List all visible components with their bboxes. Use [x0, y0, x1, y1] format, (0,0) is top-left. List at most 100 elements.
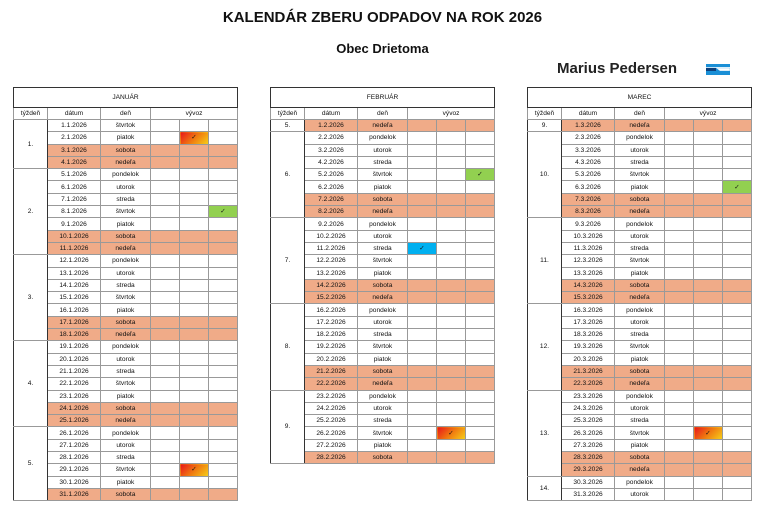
brand-logo-icon [706, 64, 730, 75]
page-title: KALENDÁR ZBERU ODPADOV NA ROK 2026 [222, 9, 543, 26]
date-cell: 25.2.2026 [304, 414, 358, 428]
pickup-cell [150, 389, 180, 403]
pickup-cell [207, 254, 239, 268]
week-number: 13. [527, 389, 562, 477]
table-row: 20.1.2026 utorok [14, 352, 239, 366]
table-row: 24.1.2026 sobota [14, 401, 239, 416]
pickup-cell [407, 217, 437, 231]
table-row: 19.2.2026 štvrtok [271, 340, 496, 354]
pickup-cell [664, 426, 694, 440]
date-cell: 4.3.2026 [561, 155, 615, 170]
pickup-cell [693, 303, 723, 317]
table-row: 25.2.2026 streda [271, 414, 496, 428]
week-number: 7. [270, 217, 305, 305]
pickup-cell [150, 487, 180, 502]
table-row: 28.1.2026 streda [14, 451, 239, 465]
day-name-cell: štvrtok [100, 205, 151, 219]
pickup-cell [150, 315, 180, 330]
table-row: 14.3.2026 sobota [528, 278, 753, 293]
month-table-1: FEBRUÁR týždeň dátum deň vývoz 5. 1.2.2026 ned… [269, 87, 496, 465]
pickup-cell [179, 328, 209, 342]
pickup-cell [436, 266, 466, 280]
pickup-cell [693, 254, 723, 268]
pickup-cell [436, 168, 466, 182]
pickup-cell [179, 229, 209, 243]
pickup-cell [207, 364, 239, 379]
pickup-cell [464, 241, 496, 256]
day-name-cell: utorok [100, 266, 151, 280]
pickup-cell [721, 475, 753, 489]
date-cell: 10.3.2026 [561, 229, 615, 243]
pickup-cell [179, 180, 209, 194]
pickup-cell [721, 217, 753, 231]
date-cell: 29.3.2026 [561, 463, 615, 477]
pickup-cell [664, 118, 694, 133]
day-name-cell: sobota [100, 143, 151, 157]
table-row: 27.2.2026 piatok [271, 438, 496, 453]
table-row: 13. 23.3.2026 pondelok [527, 389, 753, 477]
day-name-cell: piatok [357, 180, 408, 194]
pickup-cell [436, 389, 466, 403]
date-cell: 21.2.2026 [304, 364, 358, 379]
pickup-cell [207, 414, 239, 428]
pickup-cell [464, 143, 496, 157]
week-number: 8. [270, 303, 305, 391]
date-cell: 26.2.2026 [304, 426, 358, 440]
pickup-cell [179, 451, 209, 465]
pickup-cell [436, 315, 466, 330]
table-row: 21.1.2026 streda [14, 364, 239, 379]
table-row: 18.3.2026 streda [528, 328, 753, 342]
pickup-cell [721, 438, 753, 453]
date-cell: 20.2.2026 [304, 352, 358, 366]
table-row: 23.1.2026 piatok [14, 389, 239, 403]
pickup-cell [407, 266, 437, 280]
day-name-cell: sobota [100, 315, 151, 330]
month-name: MAREC [526, 87, 753, 108]
day-name-cell: štvrtok [614, 168, 665, 182]
pickup-cell [693, 340, 723, 354]
pickup-cell [407, 155, 437, 170]
table-row: 12.3.2026 štvrtok [528, 254, 753, 268]
week-number: 12. [527, 303, 562, 391]
date-cell: 14.1.2026 [47, 278, 101, 293]
pickup-cell [464, 426, 496, 440]
pickup-cell [436, 328, 466, 342]
pickup-cell [179, 438, 209, 453]
date-cell: 26.1.2026 [47, 426, 101, 440]
date-cell: 23.2.2026 [304, 389, 358, 403]
pickup-cell [464, 414, 496, 428]
pickup-orange-cell: ✓ [436, 426, 466, 440]
day-name-cell: piatok [614, 266, 665, 280]
pickup-cell [664, 377, 694, 391]
table-row: 9. 23.2.2026 pondelok [270, 389, 496, 465]
pickup-cell [179, 364, 209, 379]
table-row: 18.1.2026 nedeľa [14, 328, 239, 342]
table-row: 22.3.2026 nedeľa [528, 377, 753, 391]
pickup-cell [407, 328, 437, 342]
pickup-cell [693, 229, 723, 243]
week-number: 4. [13, 340, 48, 428]
pickup-cell [721, 229, 753, 243]
date-cell: 3.2.2026 [304, 143, 358, 157]
pickup-cell [150, 168, 180, 182]
pickup-cell [464, 315, 496, 330]
pickup-cell [207, 352, 239, 366]
check-icon: ✓ [705, 429, 711, 437]
day-name-cell: nedeľa [357, 377, 408, 391]
pickup-cell [464, 291, 496, 305]
day-name-cell: streda [357, 328, 408, 342]
pickup-cell [207, 278, 239, 293]
pickup-cell [436, 229, 466, 243]
table-row: 7.1.2026 streda [14, 192, 239, 207]
pickup-cell [150, 192, 180, 207]
check-icon: ✓ [734, 183, 740, 191]
pickup-cell [436, 155, 466, 170]
date-cell: 12.3.2026 [561, 254, 615, 268]
table-row: 10.2.2026 utorok [271, 229, 496, 243]
day-name-cell: utorok [614, 315, 665, 330]
week-number: 5. [13, 426, 48, 502]
day-name-cell: štvrtok [100, 118, 151, 133]
pickup-cell [407, 131, 437, 145]
day-name-cell: piatok [614, 180, 665, 194]
date-cell: 17.3.2026 [561, 315, 615, 330]
